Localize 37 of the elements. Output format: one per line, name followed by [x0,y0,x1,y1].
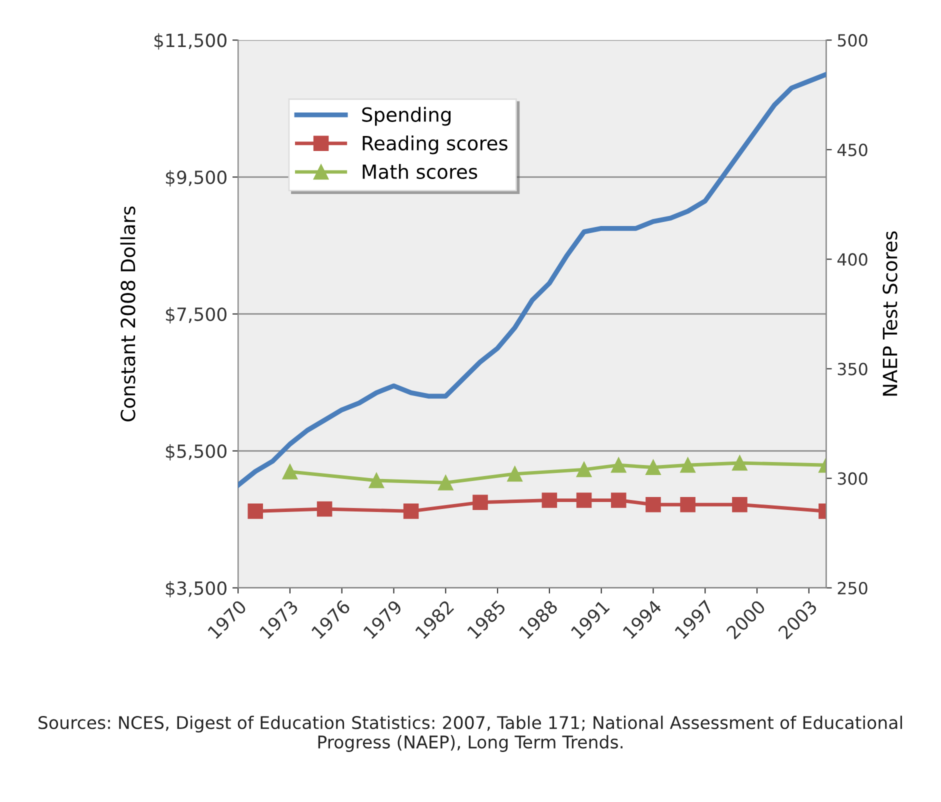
point [646,496,661,512]
y2-tick-label: 250 [838,582,868,594]
y-tick-label: $11,500 [154,33,226,50]
point [732,496,748,512]
point [680,496,696,512]
point [732,455,748,471]
y2-tick-label: 350 [838,362,868,376]
point [282,464,298,480]
y2-tick-label: 300 [838,472,868,485]
point [472,494,488,510]
y2-axis-title: NAEP Test Scores [882,231,898,396]
point [438,475,454,490]
legend-label: Math scores [362,164,478,180]
y2-tick-label: 500 [838,34,868,47]
point [610,458,626,473]
point [576,462,592,478]
y-tick-label: $7,500 [166,307,226,324]
legend-label: Spending [362,106,451,126]
y-axis-title: Constant 2008 Dollars [120,206,136,422]
point [610,492,626,508]
point [680,458,696,473]
legend-label: Reading scores [362,135,508,154]
y2-tick-label: 450 [837,144,868,156]
line-series [238,72,826,488]
source-note: Sources: NCES, Digest of Education Statistics: 2007, Table 171; National Assessment of Educational Progress (NAEP), Long Term Trends. [38,716,902,752]
point [248,504,264,519]
point [316,501,332,517]
point [542,492,558,508]
point [507,466,522,482]
y-tick-label: $5,500 [166,444,226,460]
y-tick-label: $3,500 [166,581,226,598]
point [368,472,384,488]
y-tick-label: $9,500 [166,170,226,187]
y2-tick-label: 400 [837,253,868,266]
point [576,492,592,508]
point [403,504,419,519]
point [646,460,661,475]
